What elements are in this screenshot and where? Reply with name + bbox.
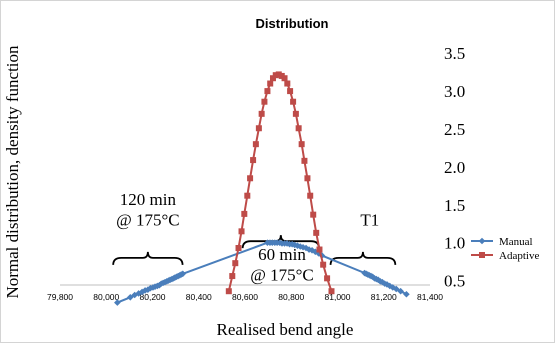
y-tick-label: 1.5: [444, 196, 465, 215]
series-group: [114, 71, 410, 306]
legend-label: Manual: [499, 236, 533, 248]
manual-point: [389, 284, 397, 291]
legend-marker: [478, 237, 486, 245]
adaptive-point: [320, 261, 327, 268]
legend-marker: [479, 252, 485, 258]
adaptive-point: [316, 246, 323, 253]
x-axis-label: Realised bend angle: [217, 320, 354, 339]
adaptive-point: [310, 211, 317, 218]
y-tick-label: 2.0: [444, 158, 465, 177]
y-tick-label: 1.0: [444, 234, 465, 253]
brace: [329, 251, 397, 265]
manual-point: [302, 244, 310, 252]
manual-point: [299, 243, 307, 251]
x-tick-label: 80,200: [140, 292, 166, 302]
manual-point: [141, 287, 149, 294]
manual-point: [397, 287, 404, 295]
adaptive-point: [250, 157, 257, 164]
adaptive-point: [225, 288, 232, 295]
manual-point: [315, 250, 322, 257]
legend-label: Adaptive: [499, 250, 539, 262]
adaptive-point: [241, 210, 248, 217]
adaptive-point: [298, 141, 305, 148]
legend: Manual Adaptive: [471, 236, 539, 262]
adaptive-point: [287, 88, 294, 95]
manual-point: [156, 281, 163, 289]
x-tick-label: 81,400: [417, 292, 443, 302]
x-tick-label: 80,600: [232, 292, 258, 302]
adaptive-point: [238, 228, 245, 235]
adaptive-point: [304, 175, 311, 182]
chart-title: Distribution: [256, 16, 329, 31]
adaptive-point: [269, 75, 276, 82]
adaptive-point: [281, 75, 288, 82]
x-tick-label: 81,000: [325, 292, 351, 302]
adaptive-point: [252, 141, 259, 148]
manual-point: [383, 281, 391, 288]
x-tick-label: 80,000: [93, 292, 119, 302]
adaptive-point: [301, 157, 308, 164]
manual-point: [288, 240, 296, 248]
manual-point: [179, 270, 187, 278]
y-tick-label: 2.5: [444, 120, 465, 139]
adaptive-point: [284, 80, 291, 87]
adaptive-point: [267, 80, 274, 87]
x-tick-labels: 79,800 80,000 80,200 80,400 80,600 80,800 81,0…: [47, 292, 443, 302]
manual-point: [294, 242, 301, 250]
manual-point: [392, 285, 400, 293]
adaptive-point: [295, 125, 302, 132]
adaptive-point: [264, 88, 271, 95]
annotations: 120 min@ 175°C60 min@ 175°CT1: [116, 190, 379, 285]
annotation-text: @ 175°C: [250, 266, 314, 285]
manual-point: [144, 286, 152, 293]
manual-point: [379, 278, 386, 286]
adaptive-point: [275, 71, 282, 78]
adaptive-point: [324, 275, 331, 282]
adaptive-point: [258, 110, 265, 117]
adaptive-point: [235, 245, 242, 252]
manual-point: [305, 246, 313, 253]
brace: [112, 251, 184, 265]
manual-point: [312, 248, 319, 256]
manual-point: [147, 284, 154, 292]
y-tick-label: 0.5: [444, 272, 465, 291]
adaptive-point: [247, 175, 254, 182]
manual-point: [127, 293, 134, 301]
adaptive-point: [292, 110, 299, 117]
adaptive-point: [272, 72, 279, 79]
annotation-text: T1: [360, 210, 379, 229]
brace: [241, 235, 320, 249]
adaptive-point: [307, 192, 314, 199]
y-axis-label: Normal distribution, density function: [3, 45, 22, 299]
adaptive-point: [232, 260, 239, 267]
x-tick-label: 79,800: [47, 292, 73, 302]
annotation-text: 120 min: [120, 190, 177, 209]
manual-point: [283, 240, 291, 247]
adaptive-point: [328, 288, 335, 295]
adaptive-point: [255, 125, 262, 132]
y-tick-label: 3.5: [444, 44, 465, 63]
adaptive-point: [313, 229, 320, 236]
x-tick-label: 80,800: [278, 292, 304, 302]
y-tick-labels: 0.5 1.0 1.5 2.0 2.5 3.0 3.5: [444, 44, 465, 290]
manual-point: [114, 299, 121, 306]
manual-point: [369, 273, 376, 281]
manual-point: [403, 290, 410, 298]
annotation-text: 60 min: [258, 245, 306, 264]
adaptive-point: [290, 98, 297, 105]
adaptive-point: [244, 192, 251, 199]
x-tick-label: 80,400: [186, 292, 212, 302]
manual-point: [296, 243, 304, 250]
adaptive-point: [229, 273, 236, 280]
y-tick-label: 3.0: [444, 82, 465, 101]
annotation-braces: [112, 235, 397, 265]
annotation-text: @ 175°C: [116, 210, 180, 229]
adaptive-point: [261, 98, 268, 105]
manual-point: [131, 291, 138, 299]
x-tick-label: 81,200: [371, 292, 397, 302]
